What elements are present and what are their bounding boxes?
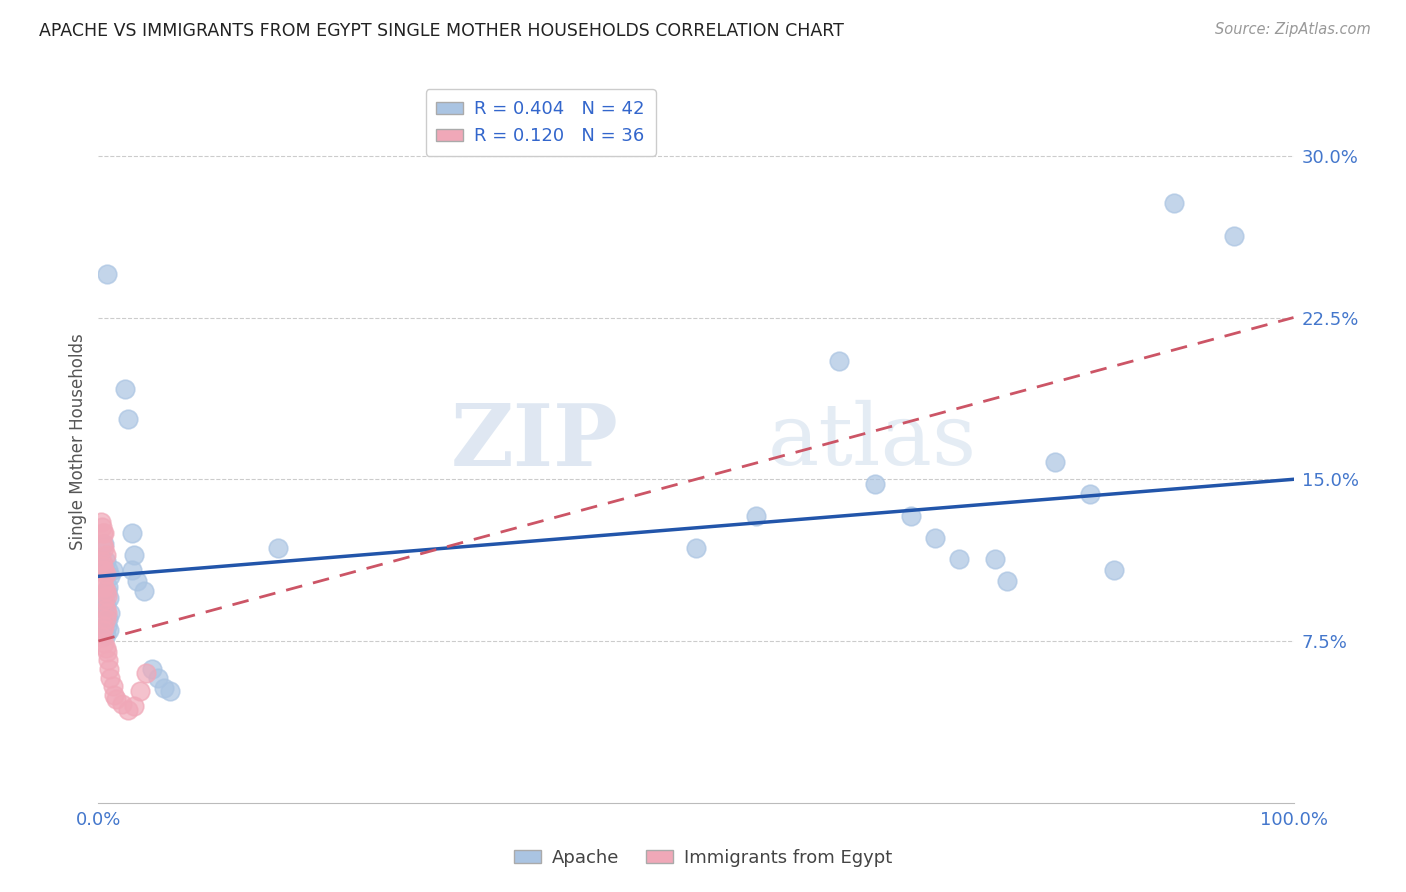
Point	[984, 552, 1007, 566]
Point	[103, 688, 125, 702]
Point	[94, 584, 117, 599]
Point	[93, 537, 115, 551]
Text: ZIP: ZIP	[450, 400, 619, 483]
Point	[1104, 563, 1126, 577]
Point	[141, 662, 163, 676]
Point	[94, 601, 117, 615]
Point	[93, 636, 115, 650]
Point	[91, 520, 114, 534]
Point	[94, 612, 117, 626]
Point	[117, 703, 139, 717]
Point	[125, 574, 148, 588]
Point	[745, 508, 768, 523]
Point	[105, 692, 128, 706]
Point	[94, 548, 117, 562]
Point	[91, 558, 114, 573]
Point	[132, 584, 155, 599]
Text: APACHE VS IMMIGRANTS FROM EGYPT SINGLE MOTHER HOUSEHOLDS CORRELATION CHART: APACHE VS IMMIGRANTS FROM EGYPT SINGLE M…	[39, 22, 844, 40]
Point	[94, 598, 117, 612]
Point	[91, 526, 114, 541]
Point	[924, 531, 946, 545]
Point	[121, 563, 143, 577]
Point	[159, 683, 181, 698]
Point	[98, 569, 122, 583]
Point	[93, 601, 115, 615]
Point	[117, 412, 139, 426]
Point	[91, 624, 114, 638]
Point	[685, 541, 707, 556]
Point	[93, 563, 115, 577]
Point	[948, 552, 970, 566]
Point	[93, 541, 115, 556]
Point	[129, 683, 152, 698]
Point	[94, 627, 117, 641]
Point	[98, 671, 122, 685]
Point	[94, 567, 117, 582]
Point	[96, 268, 118, 282]
Point	[91, 554, 114, 568]
Point	[91, 537, 114, 551]
Point	[900, 508, 922, 523]
Text: atlas: atlas	[768, 400, 977, 483]
Point	[96, 589, 118, 603]
Point	[96, 606, 118, 620]
Point	[1223, 228, 1246, 243]
Point	[93, 593, 115, 607]
Point	[98, 606, 122, 620]
Point	[94, 554, 117, 568]
Point	[96, 645, 118, 659]
Y-axis label: Single Mother Households: Single Mother Households	[69, 334, 87, 549]
Point	[124, 548, 146, 562]
Point	[97, 580, 120, 594]
Point	[93, 580, 115, 594]
Point	[124, 698, 146, 713]
Point	[94, 640, 117, 655]
Point	[91, 575, 114, 590]
Text: Source: ZipAtlas.com: Source: ZipAtlas.com	[1215, 22, 1371, 37]
Point	[97, 563, 120, 577]
Point	[97, 612, 120, 626]
Point	[96, 584, 118, 599]
Point	[90, 516, 112, 530]
Point	[153, 681, 176, 696]
Point	[93, 526, 115, 541]
Point	[267, 541, 290, 556]
Point	[135, 666, 157, 681]
Point	[93, 619, 115, 633]
Point	[98, 624, 121, 638]
Point	[121, 526, 143, 541]
Point	[1163, 196, 1185, 211]
Point	[828, 353, 851, 368]
Point	[101, 679, 124, 693]
Point	[148, 671, 170, 685]
Legend: R = 0.404   N = 42, R = 0.120   N = 36: R = 0.404 N = 42, R = 0.120 N = 36	[426, 89, 655, 156]
Point	[91, 630, 114, 644]
Point	[96, 619, 118, 633]
Point	[98, 662, 121, 676]
Point	[114, 382, 136, 396]
Point	[98, 591, 121, 605]
Point	[111, 697, 134, 711]
Point	[865, 476, 887, 491]
Point	[97, 653, 120, 667]
Point	[101, 563, 124, 577]
Point	[995, 574, 1018, 588]
Point	[1080, 487, 1102, 501]
Legend: Apache, Immigrants from Egypt: Apache, Immigrants from Egypt	[506, 842, 900, 874]
Point	[1043, 455, 1066, 469]
